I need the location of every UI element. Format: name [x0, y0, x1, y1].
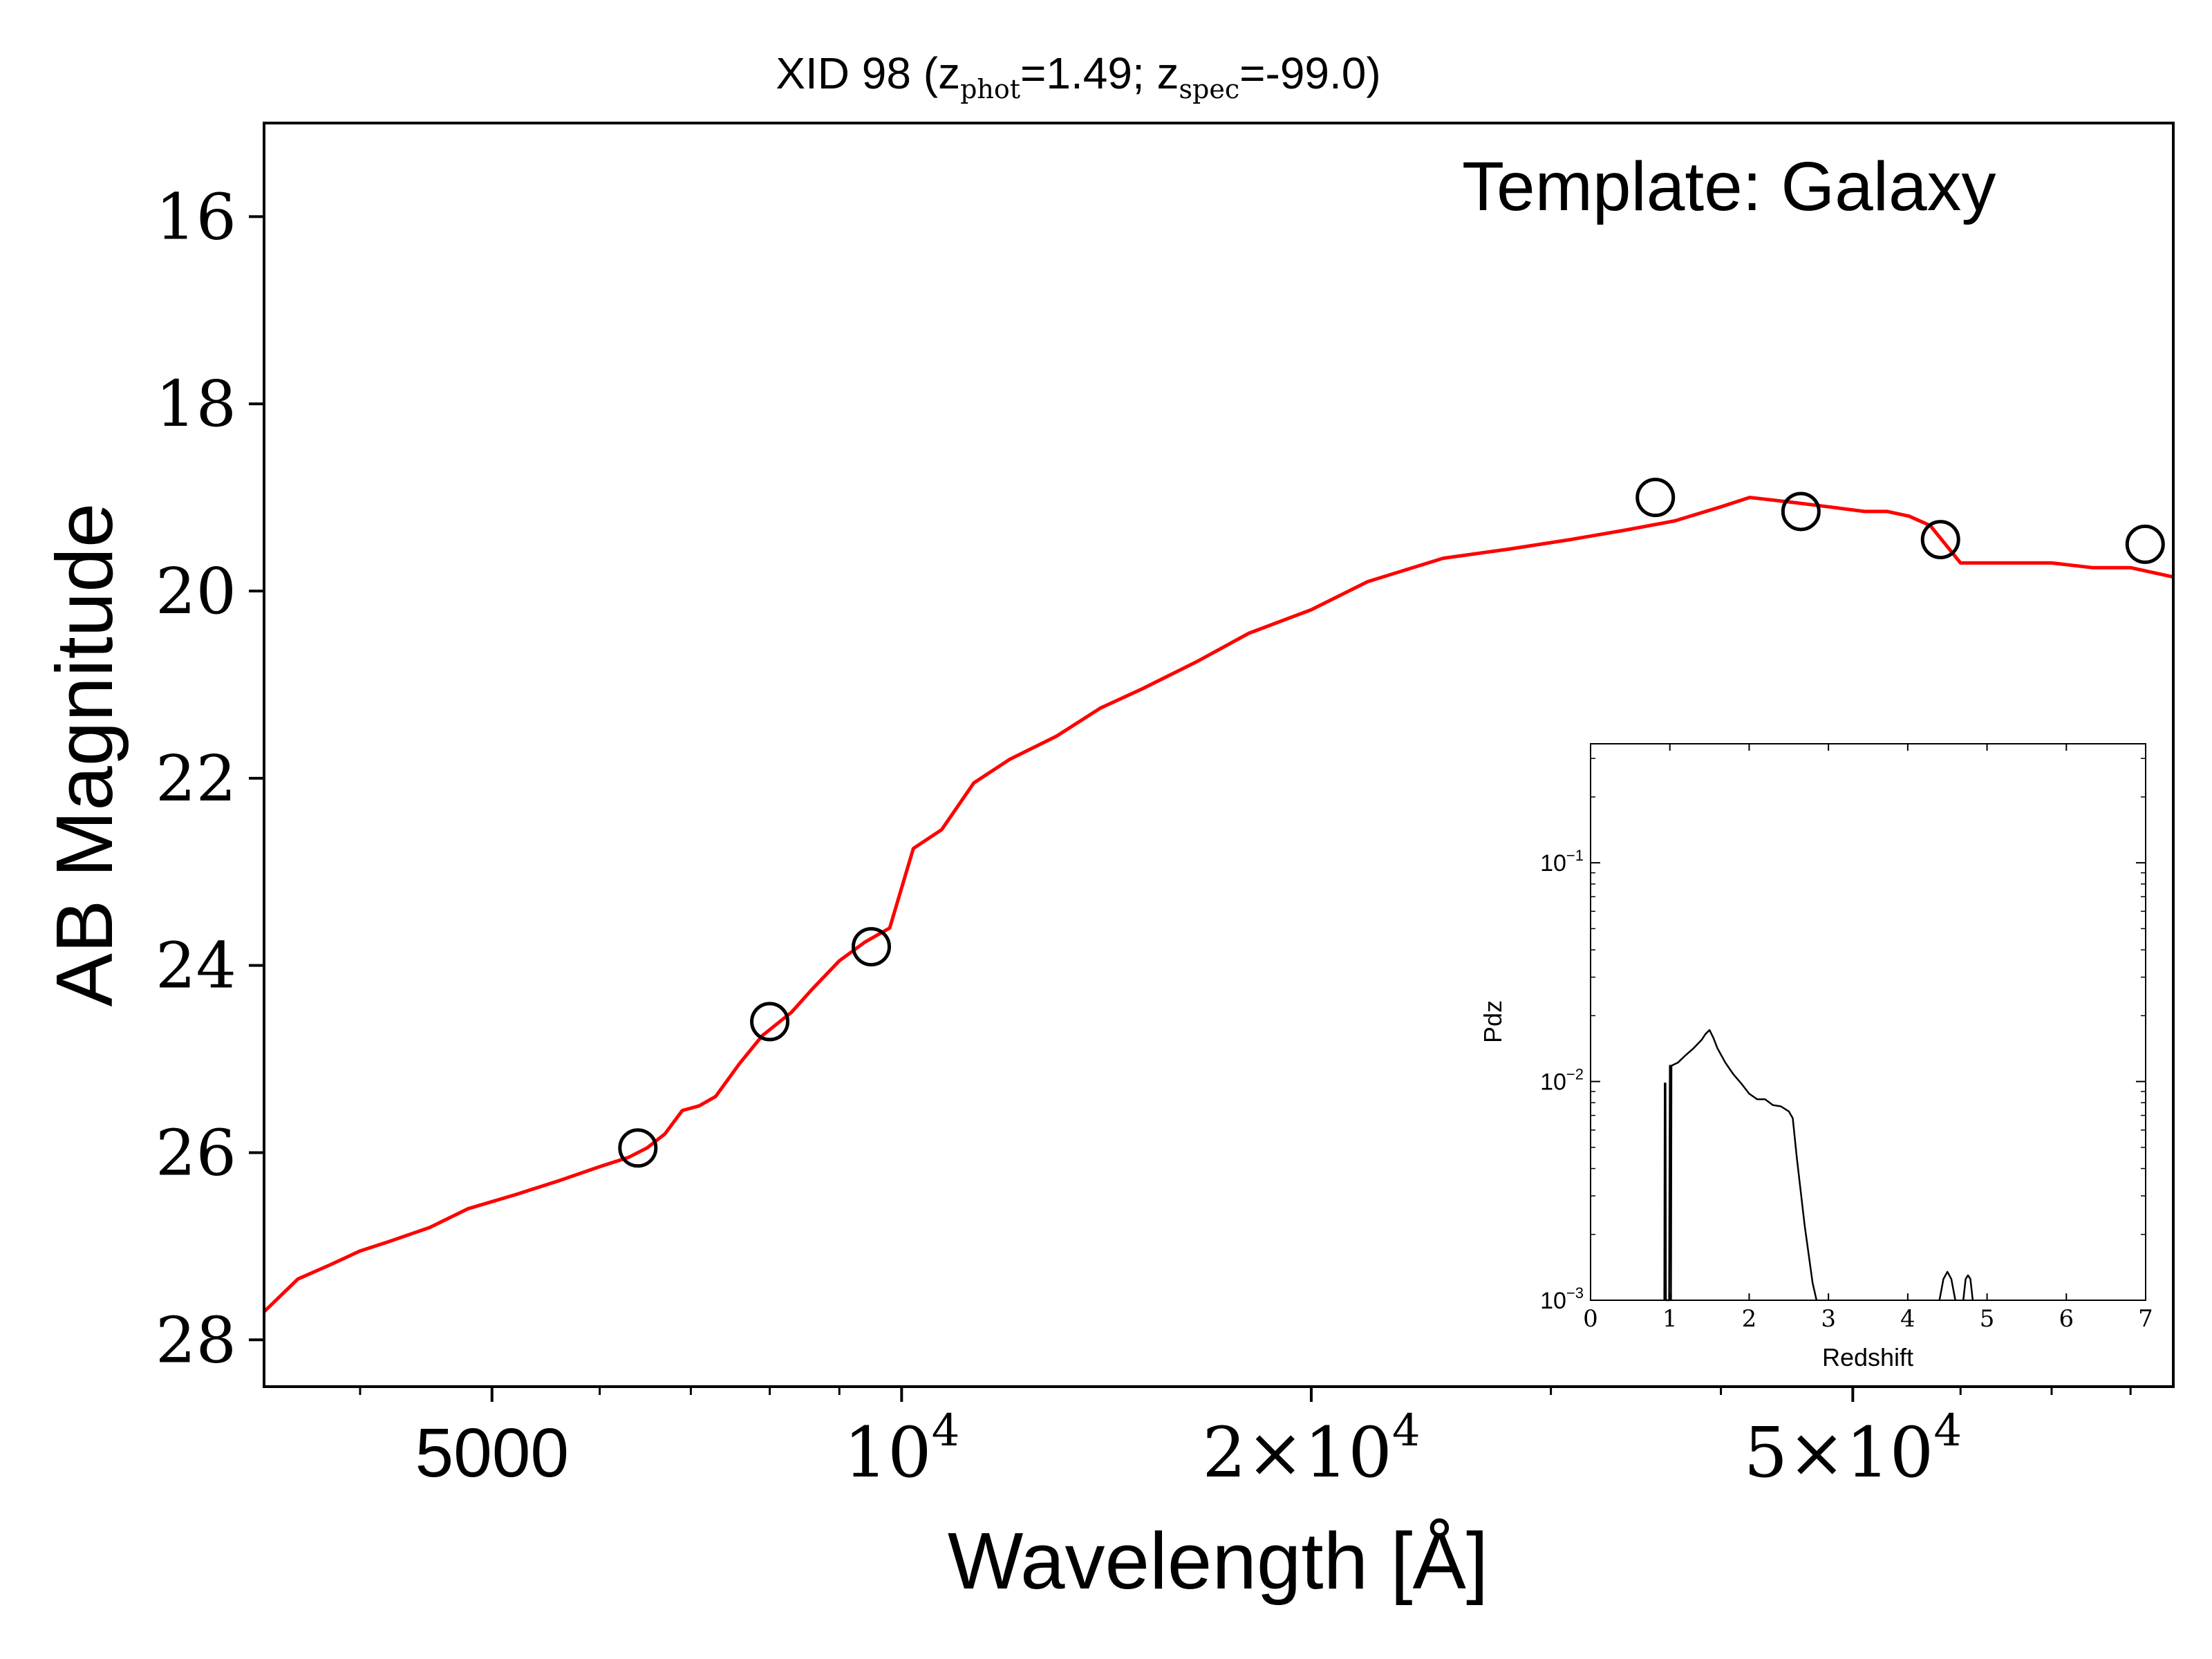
photometry-point [2125, 524, 2165, 564]
photometry-point [1920, 520, 1960, 560]
x-tick-label: 104 [843, 1405, 959, 1493]
y-tick-label: 28 [156, 1303, 236, 1377]
inset-y-tick-label: 10−2 [1540, 1066, 1584, 1096]
y-tick-label: 16 [156, 180, 236, 254]
inset-x-tick-label: 1 [1662, 1305, 1678, 1333]
inset-x-tick-label: 0 [1583, 1305, 1598, 1333]
pdz-curve-2 [1962, 1274, 1974, 1301]
inset-x-tick-label: 4 [1900, 1305, 1915, 1333]
chart-title: XID 98 (zphot=1.49; zspec=-99.0) [776, 48, 1380, 104]
y-tick-label: 24 [156, 929, 236, 1003]
main-plot-frame [263, 122, 2175, 1388]
photometry-point [1781, 491, 1821, 532]
sed-model-line [264, 496, 2173, 1313]
inset-x-tick-label: 3 [1821, 1305, 1836, 1333]
inset-x-axis-label: Redshift [1822, 1343, 1913, 1371]
main-plot-area [264, 478, 2173, 1313]
pdz-curve-0 [1663, 1029, 1818, 1302]
y-tick-label: 26 [156, 1116, 236, 1190]
photometry-point [1635, 478, 1676, 518]
inset-x-tick-label: 5 [1980, 1305, 1995, 1333]
inset-y-tick-label: 10−1 [1540, 847, 1584, 877]
y-tick-label: 20 [156, 554, 236, 628]
title-mid: =1.49; z [1020, 48, 1179, 98]
photometry-point [618, 1128, 658, 1168]
inset-x-tick-label: 7 [2138, 1305, 2153, 1333]
x-tick-label: 2×104 [1202, 1405, 1420, 1493]
title-suffix: =-99.0) [1239, 48, 1381, 98]
inset-y-tick-label: 10−3 [1540, 1284, 1584, 1314]
y-tick-label: 22 [156, 742, 236, 816]
inset-x-tick-label: 6 [2059, 1305, 2074, 1333]
inset-y-axis-label: Pdz [1479, 1000, 1507, 1043]
y-tick-label: 18 [156, 367, 236, 441]
inset-plot-frame [1590, 743, 2146, 1301]
x-axis-label: Wavelength [Å] [948, 1516, 1488, 1606]
inset-x-tick-label: 2 [1742, 1305, 1757, 1333]
title-sub-phot: phot [960, 74, 1020, 104]
inset-plot-area: 0 1 2 3 4 5 6 7 10−1 10−2 10−3 [1540, 744, 2153, 1333]
y-axis-label: AB Magnitude [39, 503, 129, 1007]
photometry-point [851, 927, 891, 967]
template-annotation: Template: Galaxy [1462, 148, 1996, 225]
inset-background [1470, 724, 2172, 1385]
title-prefix: XID 98 (z [776, 48, 960, 98]
photometry-point [750, 1002, 790, 1042]
pdz-curve-1 [1938, 1271, 1956, 1301]
x-tick-label: 5×104 [1744, 1405, 1962, 1493]
title-sub-spec: spec [1179, 74, 1240, 104]
x-tick-label: 5000 [415, 1414, 568, 1492]
